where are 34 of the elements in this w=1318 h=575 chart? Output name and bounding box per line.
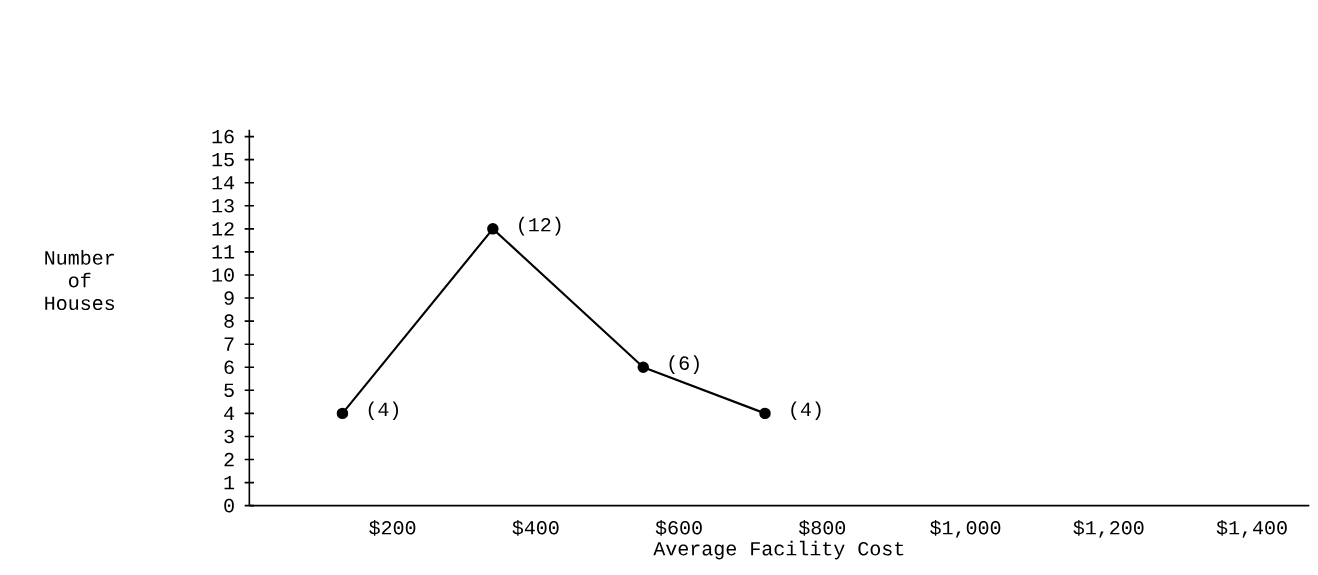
data-label: (4) — [368, 401, 399, 421]
y-tick-label: 5 — [224, 383, 234, 397]
point — [759, 407, 771, 420]
data-label: (4) — [791, 401, 821, 421]
y-tick-label: 8 — [224, 314, 234, 328]
data-label: (12) — [519, 216, 561, 236]
data-label: (6) — [669, 355, 699, 374]
y-tick-label: 11 — [212, 245, 235, 259]
y-tick-label: 16 — [212, 129, 234, 144]
y-axis-title: Number of Houses — [45, 250, 115, 311]
y-tick-label: 2 — [224, 452, 234, 467]
point — [637, 361, 649, 373]
y-tick-label: 0 — [224, 498, 234, 513]
y-tick-label: 12 — [212, 222, 234, 236]
y-tick-label: 9 — [224, 291, 234, 305]
x-axis-title: Average Facility Cost — [653, 540, 904, 560]
point — [487, 223, 499, 235]
y-tick-label: 6 — [224, 360, 234, 375]
y-tick-label: 15 — [212, 152, 234, 167]
y-tick-label: 1 — [224, 476, 235, 490]
x-tick-label: $200 — [369, 519, 416, 536]
point — [336, 407, 349, 420]
x-tick-label: $1,000 — [930, 519, 1001, 538]
y-tick-label: 14 — [212, 176, 235, 190]
y-tick-label: 7 — [224, 337, 234, 351]
x-tick-label: $1,200 — [1073, 519, 1144, 538]
x-tick-label: $400 — [512, 519, 559, 536]
y-tick-label: 10 — [212, 268, 234, 282]
y-tick-label: 3 — [224, 429, 234, 444]
y-tick-label: 13 — [212, 198, 234, 213]
y-tick-label: 4 — [224, 406, 235, 420]
x-tick-label: $800 — [798, 519, 846, 536]
x-tick-label: $600 — [655, 519, 702, 536]
x-tick-label: $1,400 — [1216, 519, 1287, 538]
